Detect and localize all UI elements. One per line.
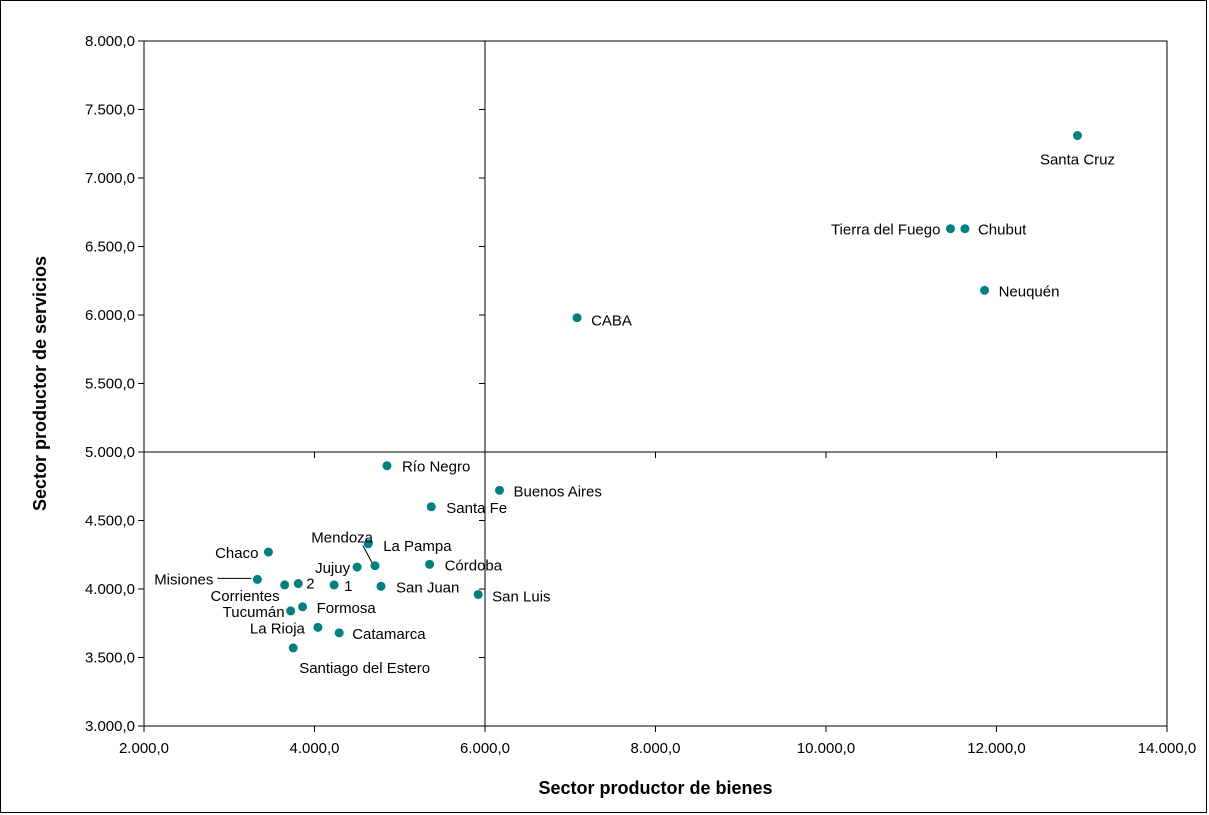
x-tick-label: 10.000,0 [797, 740, 855, 757]
data-points [252, 131, 1082, 653]
data-point [425, 559, 435, 569]
data-point [298, 602, 308, 612]
data-point [363, 539, 373, 549]
point-label: San Juan [396, 579, 459, 596]
data-point [945, 224, 955, 234]
point-label: 2 [306, 576, 314, 593]
y-tick-label: 4.000,0 [85, 581, 135, 598]
data-point [980, 285, 990, 295]
y-tick-label: 5.500,0 [85, 376, 135, 393]
point-label: Chubut [978, 222, 1027, 239]
x-axis: 2.000,0 4.000,0 6.000,0 8.000,0 10.000,0 12.0… [119, 452, 1196, 757]
point-label: San Luis [492, 588, 550, 605]
data-point [313, 622, 323, 632]
y-tick-label: 8.000,0 [85, 33, 135, 50]
data-point [288, 643, 298, 653]
point-label: Neuquén [999, 283, 1060, 300]
y-tick-label: 3.000,0 [85, 718, 135, 735]
point-label: Santa Cruz [1040, 152, 1115, 169]
point-label: Santiago del Estero [299, 660, 430, 677]
y-tick-label: 6.000,0 [85, 307, 135, 324]
point-label: Córdoba [445, 557, 503, 574]
data-point [426, 502, 436, 512]
data-point [280, 580, 290, 590]
point-label: Misiones [154, 571, 213, 588]
point-label: Chaco [215, 545, 258, 562]
data-point [960, 224, 970, 234]
data-point [252, 574, 262, 584]
y-axis-title: Sector productor de servicios [30, 256, 50, 511]
y-tick-label: 6.500,0 [85, 239, 135, 256]
data-point [382, 461, 392, 471]
x-tick-label: 8.000,0 [630, 740, 680, 757]
data-point [352, 562, 362, 572]
y-axis: 3.000,0 3.500,0 4.000,0 4.500,0 5.000,0 5.500… [85, 33, 485, 735]
point-label: CABA [591, 313, 632, 330]
point-label: Corrientes [210, 588, 279, 605]
leader-line [362, 545, 373, 563]
x-axis-title: Sector productor de bienes [538, 778, 772, 798]
point-label: Tucumán [223, 604, 285, 621]
x-tick-label: 6.000,0 [460, 740, 510, 757]
point-label: Jujuy [315, 560, 351, 577]
y-tick-label: 3.500,0 [85, 650, 135, 667]
point-label: Río Negro [402, 459, 470, 476]
point-label: Buenos Aires [513, 483, 601, 500]
y-tick-label: 7.500,0 [85, 102, 135, 119]
x-tick-label: 14.000,0 [1138, 740, 1196, 757]
data-point [293, 579, 303, 589]
point-label: Formosa [317, 600, 377, 617]
y-tick-label: 5.000,0 [85, 444, 135, 461]
point-label: La Pampa [383, 538, 452, 555]
point-labels: Santa Cruz Tierra del Fuego Chubut Neuquén C… [154, 152, 1115, 677]
leader-lines [217, 545, 373, 579]
x-tick-label: 2.000,0 [119, 740, 169, 757]
plot-area [143, 40, 1168, 727]
data-point [329, 580, 339, 590]
data-point [370, 561, 380, 571]
point-label: Mendoza [311, 530, 373, 547]
y-tick-label: 7.000,0 [85, 170, 135, 187]
point-label: Catamarca [352, 626, 426, 643]
data-point [334, 628, 344, 638]
data-point [494, 485, 504, 495]
y-tick-label: 4.500,0 [85, 513, 135, 530]
point-label: La Rioja [250, 620, 306, 637]
data-point [376, 581, 386, 591]
data-point [473, 589, 483, 599]
data-point [572, 313, 582, 323]
point-label: 1 [344, 578, 352, 595]
data-point [263, 547, 273, 557]
point-label: Santa Fe [446, 500, 507, 517]
x-tick-label: 12.000,0 [967, 740, 1025, 757]
x-tick-label: 4.000,0 [289, 740, 339, 757]
point-label: Tierra del Fuego [831, 222, 941, 239]
data-point [1072, 131, 1082, 141]
data-point [286, 606, 296, 616]
